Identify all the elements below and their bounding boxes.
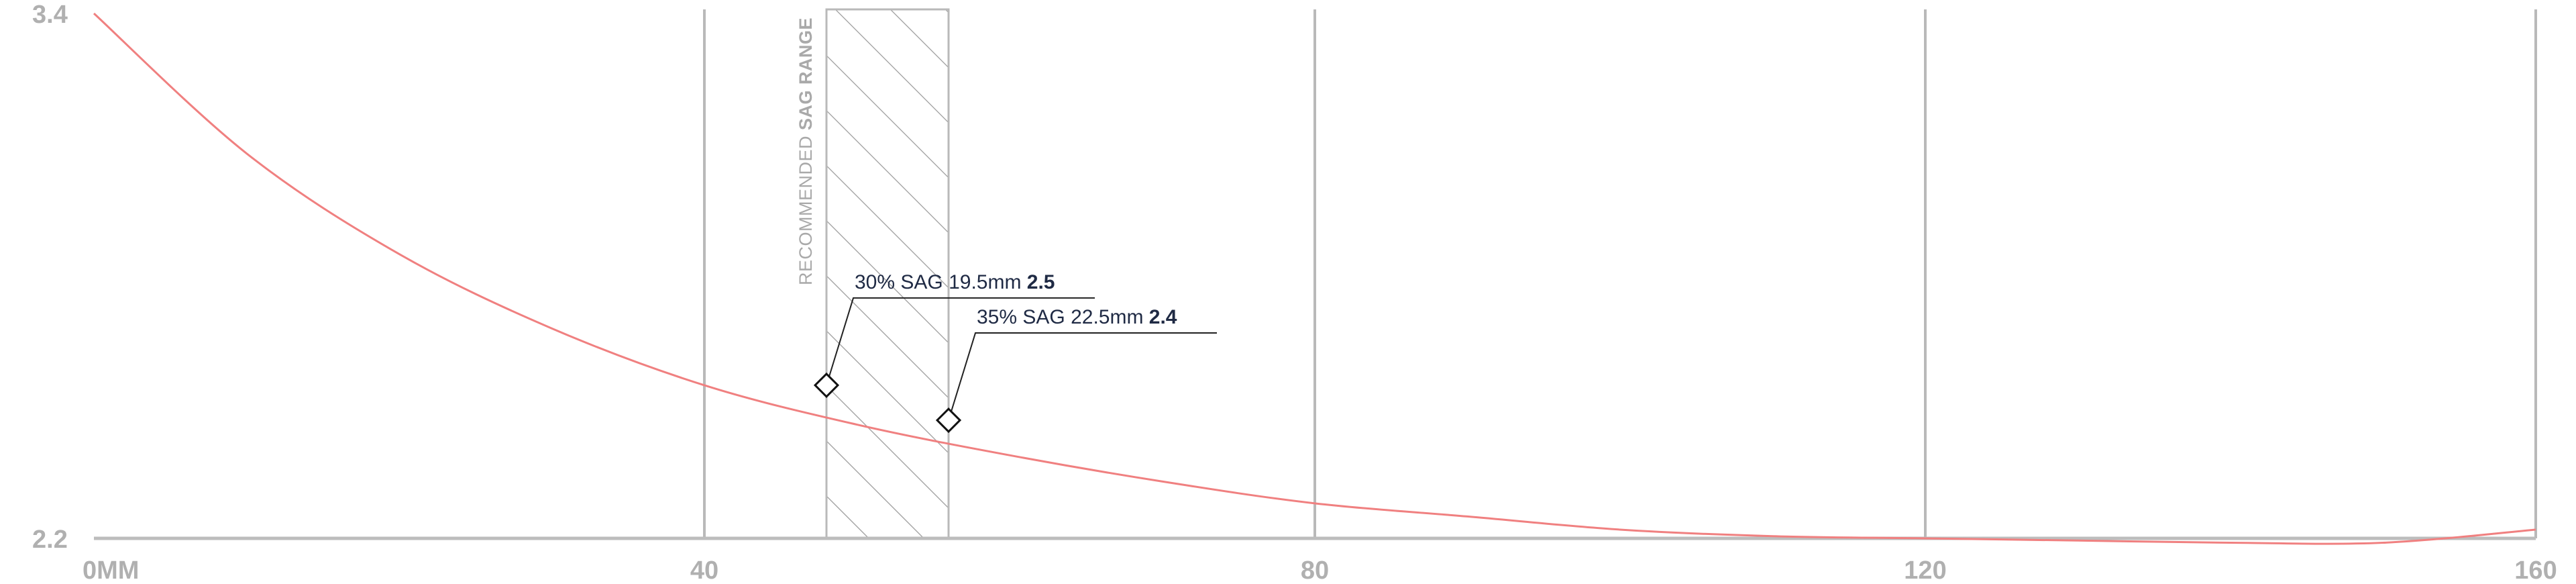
x-tick-label-1: 40 [690, 556, 718, 584]
annotation-point-1 [935, 407, 962, 434]
annotation-point-0 [813, 372, 840, 399]
x-tick-label-4: 160 [2514, 556, 2557, 584]
y-tick-label-0: 3.4 [32, 1, 68, 29]
annotation-leader-0 [826, 297, 1095, 386]
sag-range-band-rect [825, 8, 950, 540]
annotations: 30% SAG 19.5mm 2.5 35% SAG 22.5mm 2.4 [813, 271, 1217, 434]
series-line-0 [93, 12, 2536, 545]
annotation-label-1: 35% SAG 22.5mm 2.4 [977, 306, 1177, 328]
recommended-sag-range-band: RECOMMENDED SAG RANGE [796, 8, 950, 540]
tick-labels: 0MM 40 80 120 160 3.4 2.2 [32, 1, 2557, 584]
x-tick-label-3: 120 [1904, 556, 1946, 584]
series-layer [93, 12, 2536, 545]
grid-lines [703, 9, 2537, 538]
y-tick-label-1: 2.2 [32, 526, 68, 554]
x-tick-label-0: 0MM [83, 556, 139, 584]
x-tick-label-2: 80 [1301, 556, 1329, 584]
sag-range-band-label: RECOMMENDED SAG RANGE [796, 17, 816, 285]
annotation-label-0: 30% SAG 19.5mm 2.5 [855, 271, 1055, 293]
annotation-leader-1 [948, 332, 1217, 421]
